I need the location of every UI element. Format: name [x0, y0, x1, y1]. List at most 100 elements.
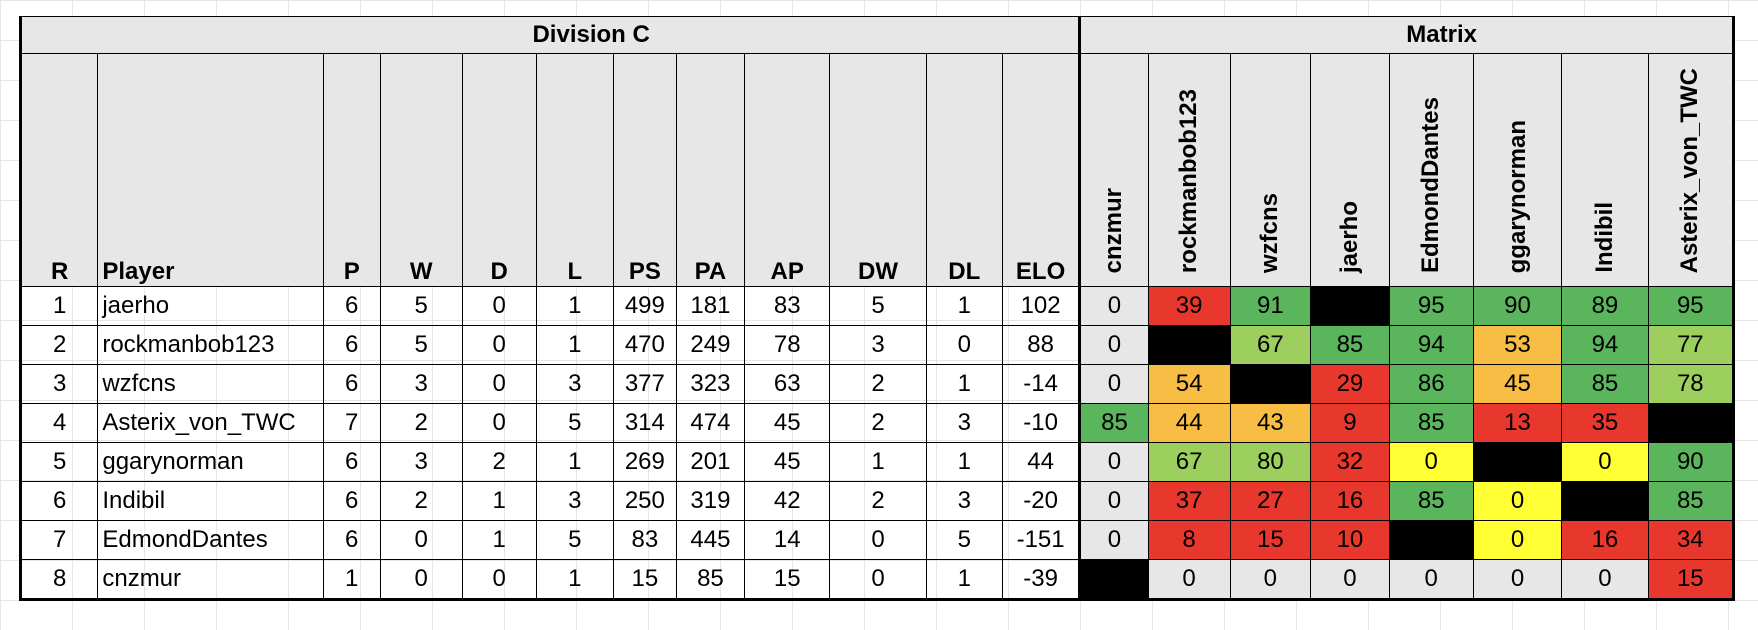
cell-l[interactable]: 1	[535, 286, 614, 326]
cell-r[interactable]: 4	[18, 403, 99, 443]
matrix-cell[interactable]: 10	[1310, 520, 1390, 560]
cell-p[interactable]: 7	[322, 403, 381, 443]
cell-ap[interactable]: 45	[744, 442, 831, 482]
matrix-header-ggarynorman[interactable]: ggarynorman	[1472, 53, 1563, 287]
cell-elo[interactable]: -10	[1001, 403, 1081, 443]
matrix-cell[interactable]: 0	[1078, 286, 1149, 326]
cell-ps[interactable]: 269	[612, 442, 677, 482]
cell-d[interactable]: 1	[461, 481, 537, 521]
cell-l[interactable]: 1	[535, 325, 614, 365]
matrix-cell[interactable]: 15	[1647, 559, 1736, 601]
cell-dl[interactable]: 3	[925, 403, 1003, 443]
matrix-cell[interactable]: 78	[1647, 364, 1736, 404]
cell-elo[interactable]: -151	[1001, 520, 1081, 560]
cell-ap[interactable]: 42	[744, 481, 831, 521]
cell-pa[interactable]: 474	[675, 403, 746, 443]
matrix-cell[interactable]: 77	[1647, 325, 1736, 365]
matrix-cell[interactable]: 95	[1388, 286, 1474, 326]
cell-d[interactable]: 1	[461, 520, 537, 560]
cell-l[interactable]: 5	[535, 403, 614, 443]
cell-r[interactable]: 8	[18, 559, 99, 601]
matrix-cell[interactable]: 85	[1310, 325, 1390, 365]
matrix-cell[interactable]: 13	[1472, 403, 1563, 443]
matrix-cell[interactable]: 0	[1078, 364, 1149, 404]
cell-p[interactable]: 6	[322, 520, 381, 560]
column-header-p[interactable]: P	[322, 53, 381, 287]
cell-dw[interactable]: 2	[829, 481, 927, 521]
cell-pa[interactable]: 181	[675, 286, 746, 326]
cell-ps[interactable]: 499	[612, 286, 677, 326]
cell-p[interactable]: 6	[322, 325, 381, 365]
matrix-cell[interactable]: 0	[1310, 559, 1390, 601]
cell-pa[interactable]: 249	[675, 325, 746, 365]
matrix-header-indibil[interactable]: Indibil	[1561, 53, 1649, 287]
cell-ps[interactable]: 314	[612, 403, 677, 443]
column-header-pa[interactable]: PA	[675, 53, 746, 287]
cell-dw[interactable]: 0	[829, 559, 927, 601]
matrix-cell[interactable]: 0	[1078, 325, 1149, 365]
cell-p[interactable]: 6	[322, 442, 381, 482]
matrix-cell[interactable]: 0	[1561, 559, 1649, 601]
matrix-cell[interactable]	[1147, 325, 1231, 365]
cell-player[interactable]: Asterix_von_TWC	[97, 403, 324, 443]
cell-w[interactable]: 5	[379, 286, 463, 326]
cell-pa[interactable]: 323	[675, 364, 746, 404]
cell-w[interactable]: 0	[379, 559, 463, 601]
matrix-cell[interactable]: 0	[1472, 520, 1563, 560]
cell-r[interactable]: 5	[18, 442, 99, 482]
matrix-cell[interactable]: 85	[1388, 481, 1474, 521]
cell-ps[interactable]: 377	[612, 364, 677, 404]
cell-elo[interactable]: 44	[1001, 442, 1081, 482]
matrix-cell[interactable]: 27	[1229, 481, 1312, 521]
cell-dl[interactable]: 1	[925, 559, 1003, 601]
cell-dw[interactable]: 0	[829, 520, 927, 560]
matrix-cell[interactable]: 0	[1147, 559, 1231, 601]
cell-pa[interactable]: 445	[675, 520, 746, 560]
matrix-cell[interactable]: 0	[1229, 559, 1312, 601]
cell-dw[interactable]: 1	[829, 442, 927, 482]
matrix-cell[interactable]: 44	[1147, 403, 1231, 443]
cell-ap[interactable]: 63	[744, 364, 831, 404]
cell-pa[interactable]: 201	[675, 442, 746, 482]
matrix-header-asterix_von_twc[interactable]: Asterix_von_TWC	[1647, 53, 1736, 287]
cell-player[interactable]: cnzmur	[97, 559, 324, 601]
column-header-w[interactable]: W	[379, 53, 463, 287]
cell-player[interactable]: EdmondDantes	[97, 520, 324, 560]
cell-dl[interactable]: 5	[925, 520, 1003, 560]
cell-r[interactable]: 1	[18, 286, 99, 326]
matrix-cell[interactable]: 29	[1310, 364, 1390, 404]
matrix-cell[interactable]: 80	[1229, 442, 1312, 482]
cell-ps[interactable]: 250	[612, 481, 677, 521]
matrix-cell[interactable]: 86	[1388, 364, 1474, 404]
division-title[interactable]: Division C	[18, 16, 1082, 54]
matrix-header-wzfcns[interactable]: wzfcns	[1229, 53, 1312, 287]
cell-w[interactable]: 3	[379, 442, 463, 482]
cell-dl[interactable]: 1	[925, 286, 1003, 326]
cell-r[interactable]: 3	[18, 364, 99, 404]
cell-ap[interactable]: 45	[744, 403, 831, 443]
cell-w[interactable]: 3	[379, 364, 463, 404]
cell-ps[interactable]: 15	[612, 559, 677, 601]
matrix-title[interactable]: Matrix	[1079, 16, 1735, 54]
column-header-dw[interactable]: DW	[829, 53, 927, 287]
matrix-cell[interactable]: 90	[1472, 286, 1563, 326]
cell-ap[interactable]: 78	[744, 325, 831, 365]
matrix-cell[interactable]: 34	[1647, 520, 1736, 560]
cell-dw[interactable]: 3	[829, 325, 927, 365]
cell-player[interactable]: Indibil	[97, 481, 324, 521]
cell-l[interactable]: 3	[535, 364, 614, 404]
matrix-cell[interactable]: 67	[1147, 442, 1231, 482]
cell-r[interactable]: 6	[18, 481, 99, 521]
cell-dl[interactable]: 1	[925, 442, 1003, 482]
cell-ps[interactable]: 470	[612, 325, 677, 365]
matrix-cell[interactable]: 54	[1147, 364, 1231, 404]
cell-p[interactable]: 1	[322, 559, 381, 601]
matrix-cell[interactable]: 8	[1147, 520, 1231, 560]
cell-w[interactable]: 5	[379, 325, 463, 365]
matrix-cell[interactable]	[1310, 286, 1390, 326]
matrix-cell[interactable]: 89	[1561, 286, 1649, 326]
cell-player[interactable]: wzfcns	[97, 364, 324, 404]
cell-pa[interactable]: 319	[675, 481, 746, 521]
matrix-cell[interactable]: 15	[1229, 520, 1312, 560]
matrix-header-edmonddantes[interactable]: EdmondDantes	[1388, 53, 1474, 287]
